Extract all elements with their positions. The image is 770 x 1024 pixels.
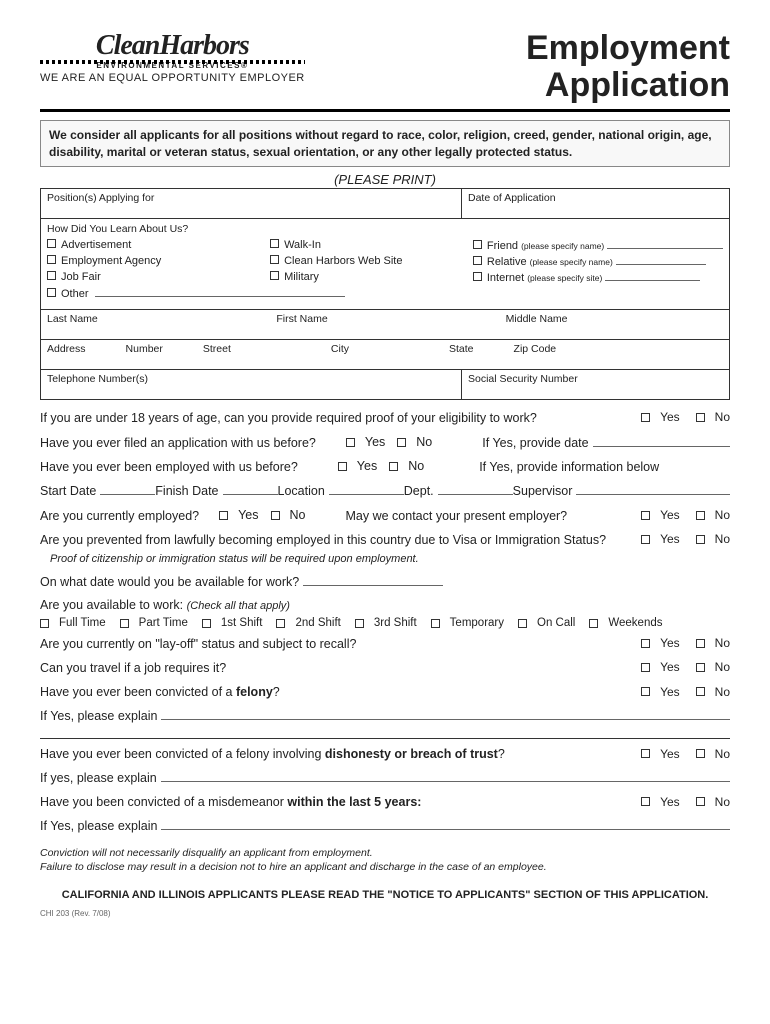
- q-employed-before: Have you ever been employed with us befo…: [40, 458, 298, 477]
- cb-website[interactable]: [270, 255, 279, 264]
- felony2-explain-field[interactable]: [161, 769, 730, 782]
- address-field[interactable]: AddressNumberStreetCityStateZip Code: [41, 340, 729, 369]
- q-under18: If you are under 18 years of age, can yo…: [40, 409, 537, 428]
- first-name-field[interactable]: First Name: [270, 310, 499, 339]
- q-felony: Have you ever been convicted of a felony…: [40, 683, 280, 702]
- cb-curr-no[interactable]: [271, 511, 280, 520]
- cb-friend[interactable]: [473, 240, 482, 249]
- misd-explain-field[interactable]: [161, 817, 730, 830]
- ssn-field[interactable]: Social Security Number: [462, 370, 729, 399]
- date-application-field[interactable]: Date of Application: [462, 189, 729, 218]
- cb-weekends[interactable]: [589, 619, 598, 628]
- availability-options: Full Time Part Time 1st Shift 2nd Shift …: [40, 617, 730, 629]
- q-visa: Are you prevented from lawfully becoming…: [40, 531, 606, 550]
- cb-2ndshift[interactable]: [276, 619, 285, 628]
- cb-felony2-yes[interactable]: [641, 749, 650, 758]
- how-learn-label: How Did You Learn About Us?: [47, 223, 723, 235]
- middle-name-field[interactable]: Middle Name: [500, 310, 729, 339]
- cb-travel-yes[interactable]: [641, 663, 650, 672]
- q-avail-date: On what date would you be available for …: [40, 573, 299, 592]
- visa-note: Proof of citizenship or immigration stat…: [50, 553, 730, 565]
- header: CleanHarbors ENVIRONMENTAL SERVICES® WE …: [40, 30, 730, 105]
- cb-jobfair[interactable]: [47, 271, 56, 280]
- cb-felony-yes[interactable]: [641, 687, 650, 696]
- cb-fulltime[interactable]: [40, 619, 49, 628]
- dept-field[interactable]: [438, 482, 513, 495]
- avail-date-field[interactable]: [303, 573, 443, 586]
- title-line1: Employment: [526, 30, 730, 67]
- phone-field[interactable]: Telephone Number(s): [41, 370, 462, 399]
- cb-filed-yes[interactable]: [346, 438, 355, 447]
- logo-name: CleanHarbors: [40, 30, 305, 64]
- cb-1stshift[interactable]: [202, 619, 211, 628]
- conviction-disclaimer: Conviction will not necessarily disquali…: [40, 846, 730, 875]
- position-field[interactable]: Position(s) Applying for: [41, 189, 462, 218]
- eeo-notice: We consider all applicants for all posit…: [40, 120, 730, 168]
- felony-explain-field[interactable]: [161, 707, 730, 720]
- cb-layoff-yes[interactable]: [641, 639, 650, 648]
- logo-block: CleanHarbors ENVIRONMENTAL SERVICES® WE …: [40, 30, 305, 84]
- title-line2: Application: [526, 67, 730, 104]
- questions-section: If you are under 18 years of age, can yo…: [40, 408, 730, 875]
- section-divider: [40, 738, 730, 739]
- header-rule: [40, 109, 730, 112]
- cb-advertisement[interactable]: [47, 239, 56, 248]
- cb-parttime[interactable]: [120, 619, 129, 628]
- cb-contact-yes[interactable]: [641, 511, 650, 520]
- start-date-field[interactable]: [100, 482, 155, 495]
- supervisor-field[interactable]: [576, 482, 730, 495]
- q-travel: Can you travel if a job requires it?: [40, 659, 226, 678]
- cb-curr-yes[interactable]: [219, 511, 228, 520]
- cb-contact-no[interactable]: [696, 511, 705, 520]
- cb-travel-no[interactable]: [696, 663, 705, 672]
- q-misdemeanor: Have you been convicted of a misdemeanor…: [40, 793, 421, 812]
- please-print: (PLEASE PRINT): [40, 172, 730, 187]
- cb-oncall[interactable]: [518, 619, 527, 628]
- finish-date-field[interactable]: [223, 482, 278, 495]
- cb-visa-yes[interactable]: [641, 535, 650, 544]
- cb-other[interactable]: [47, 288, 56, 297]
- cb-under18-yes[interactable]: [641, 413, 650, 422]
- cb-under18-no[interactable]: [696, 413, 705, 422]
- q-layoff: Are you currently on "lay-off" status an…: [40, 635, 356, 654]
- cb-visa-no[interactable]: [696, 535, 705, 544]
- filed-date-field[interactable]: [593, 434, 730, 447]
- cb-3rdshift[interactable]: [355, 619, 364, 628]
- last-name-field[interactable]: Last Name: [41, 310, 270, 339]
- q-felony-trust: Have you ever been convicted of a felony…: [40, 745, 505, 764]
- cb-internet[interactable]: [473, 272, 482, 281]
- cb-relative[interactable]: [473, 256, 482, 265]
- cb-misd-yes[interactable]: [641, 797, 650, 806]
- cb-filed-no[interactable]: [397, 438, 406, 447]
- cb-temporary[interactable]: [431, 619, 440, 628]
- q-currently-employed: Are you currently employed?: [40, 507, 199, 526]
- cb-walkin[interactable]: [270, 239, 279, 248]
- cb-felony-no[interactable]: [696, 687, 705, 696]
- location-field[interactable]: [329, 482, 404, 495]
- cb-layoff-no[interactable]: [696, 639, 705, 648]
- state-notice: CALIFORNIA AND ILLINOIS APPLICANTS PLEAS…: [40, 889, 730, 901]
- cb-felony2-no[interactable]: [696, 749, 705, 758]
- logo-tagline: WE ARE AN EQUAL OPPORTUNITY EMPLOYER: [40, 72, 305, 84]
- page-title: Employment Application: [526, 30, 730, 105]
- cb-emp-yes[interactable]: [338, 462, 347, 471]
- form-id: CHI 203 (Rev. 7/08): [40, 909, 730, 918]
- cb-military[interactable]: [270, 271, 279, 280]
- applicant-info-box: Position(s) Applying for Date of Applica…: [40, 188, 730, 400]
- cb-misd-no[interactable]: [696, 797, 705, 806]
- cb-emp-no[interactable]: [389, 462, 398, 471]
- cb-agency[interactable]: [47, 255, 56, 264]
- q-filed-before: Have you ever filed an application with …: [40, 434, 316, 453]
